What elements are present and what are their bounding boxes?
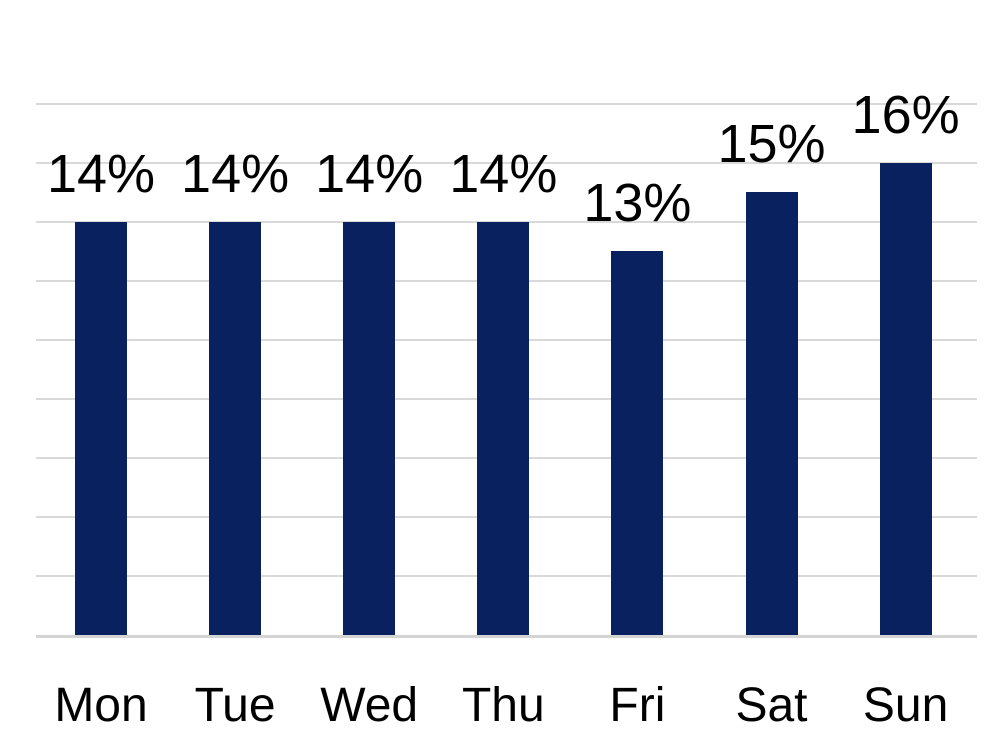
bar-wed xyxy=(343,221,396,635)
value-label-mon: 14% xyxy=(46,143,156,204)
x-tick-label-sat: Sat xyxy=(735,679,808,732)
bar-sat xyxy=(745,192,798,635)
x-axis-line xyxy=(36,635,977,638)
value-label-thu: 14% xyxy=(449,143,558,204)
gridline xyxy=(36,102,977,106)
x-tick-label-fri: Fri xyxy=(609,679,666,732)
value-label-fri: 13% xyxy=(583,173,692,234)
bar-thu xyxy=(477,221,530,635)
value-label-tue: 14% xyxy=(181,143,290,204)
bar-mon xyxy=(75,221,127,635)
value-label-wed: 14% xyxy=(315,143,424,204)
value-label-sat: 15% xyxy=(717,114,826,175)
value-label-sun: 16% xyxy=(851,84,960,145)
x-tick-label-mon: Mon xyxy=(54,679,148,732)
x-tick-label-wed: Wed xyxy=(320,679,419,732)
gridline xyxy=(36,161,977,165)
bar-tue xyxy=(209,221,262,635)
x-tick-label-thu: Thu xyxy=(461,679,545,732)
bar-sun xyxy=(879,162,932,635)
x-tick-label-tue: Tue xyxy=(194,679,276,732)
bar-fri xyxy=(611,251,664,635)
x-tick-label-sun: Sun xyxy=(862,679,949,732)
